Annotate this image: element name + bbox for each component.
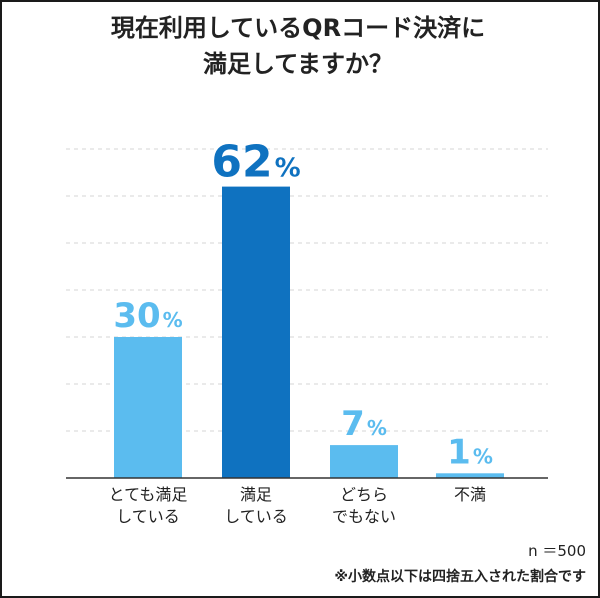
bar bbox=[222, 186, 290, 478]
sample-size-note: n ＝500 bbox=[528, 542, 586, 560]
chart-title-line-2: 満足してますか？ bbox=[202, 50, 394, 78]
rounding-footnote: ※小数点以下は四捨五入された割合です bbox=[334, 569, 586, 585]
bar bbox=[330, 445, 398, 478]
bar-value-label: 62% bbox=[211, 137, 300, 188]
bar-value-label: 7% bbox=[341, 404, 387, 444]
value-number: 62 bbox=[211, 137, 272, 188]
x-tick-label: している bbox=[116, 507, 180, 526]
chart-title-line-1: 現在利用しているQRコード決済に bbox=[110, 14, 486, 42]
bar-value-label: 30% bbox=[113, 296, 182, 336]
x-tick-label: でもない bbox=[332, 507, 396, 526]
bar bbox=[114, 337, 182, 478]
chart-title: 現在利用しているQRコード決済に 満足してますか？ bbox=[0, 10, 596, 82]
x-tick-label: とても満足 bbox=[109, 485, 188, 504]
value-unit: % bbox=[163, 308, 183, 332]
bar-value-label: 1% bbox=[447, 432, 493, 472]
x-tick-label: している bbox=[224, 507, 288, 526]
x-tick-label: 不満 bbox=[454, 485, 486, 504]
value-number: 1 bbox=[447, 432, 471, 472]
value-number: 7 bbox=[341, 404, 365, 444]
value-unit: % bbox=[367, 416, 387, 440]
x-tick-label: どちら bbox=[340, 485, 388, 504]
value-number: 30 bbox=[113, 296, 160, 336]
bar bbox=[436, 473, 504, 478]
value-unit: % bbox=[473, 444, 493, 468]
x-tick-label: 満足 bbox=[240, 485, 272, 504]
value-unit: % bbox=[275, 154, 301, 184]
